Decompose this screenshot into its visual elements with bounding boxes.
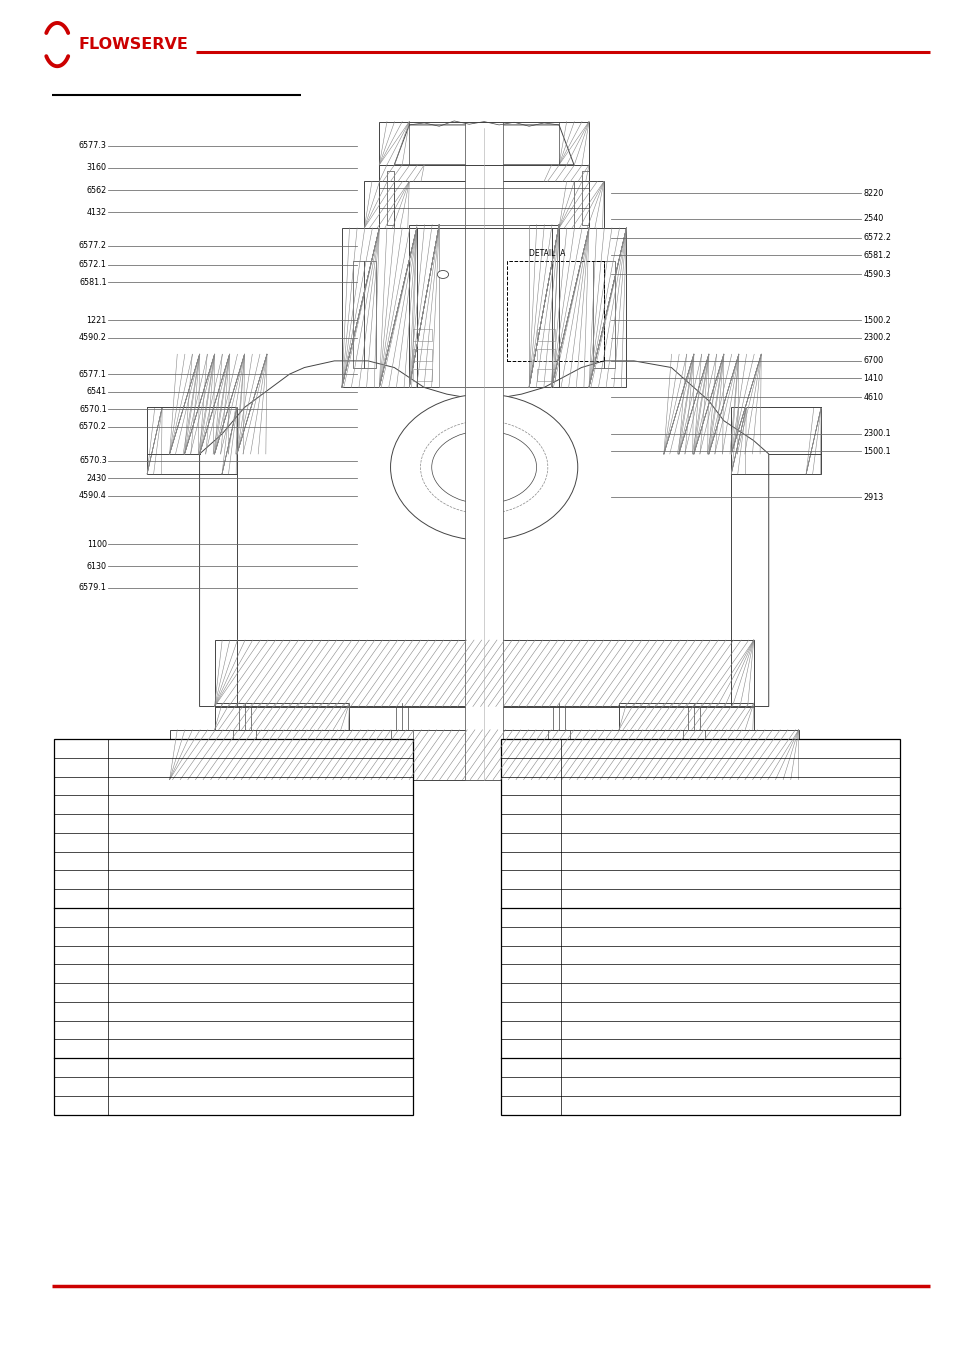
Text: FLOWSERVE: FLOWSERVE [78, 36, 188, 53]
Text: 4590.2: 4590.2 [79, 334, 107, 342]
Ellipse shape [432, 431, 536, 504]
Text: 6562: 6562 [87, 186, 107, 195]
Text: 2300.1: 2300.1 [862, 430, 890, 438]
Bar [353, 261, 364, 367]
Bar [233, 730, 255, 780]
Bar [731, 408, 821, 474]
Bar [553, 703, 564, 730]
Text: 1500.1: 1500.1 [862, 447, 890, 455]
Bar [506, 261, 603, 361]
Bar [379, 122, 588, 165]
Text: 6577.1: 6577.1 [79, 370, 107, 378]
Bar [147, 408, 236, 474]
Bar [536, 349, 555, 361]
Bar [214, 640, 753, 707]
Text: 4610: 4610 [862, 393, 882, 401]
Text: 6541: 6541 [87, 388, 107, 396]
Text: 8220: 8220 [862, 189, 882, 197]
Bar [54, 739, 413, 1115]
Text: 1221: 1221 [87, 316, 107, 324]
Text: 1500.2: 1500.2 [862, 316, 890, 324]
Ellipse shape [436, 270, 448, 278]
Bar [390, 730, 413, 780]
Text: 6581.1: 6581.1 [79, 278, 107, 286]
Text: 6130: 6130 [87, 562, 107, 570]
Text: 6581.2: 6581.2 [862, 251, 890, 259]
Bar [465, 122, 502, 780]
Bar [413, 369, 432, 381]
Text: 4590.3: 4590.3 [862, 270, 890, 278]
Ellipse shape [390, 394, 578, 540]
Text: 3160: 3160 [87, 163, 107, 172]
Bar [364, 261, 375, 367]
Bar [500, 739, 899, 1115]
Text: 2430: 2430 [87, 474, 107, 482]
Bar [682, 730, 704, 780]
Text: 6570.1: 6570.1 [79, 405, 107, 413]
Bar [386, 172, 394, 224]
Text: 6570.3: 6570.3 [79, 457, 107, 465]
Bar [592, 261, 603, 367]
Bar [536, 330, 555, 340]
Polygon shape [199, 361, 768, 707]
Text: 4590.4: 4590.4 [79, 492, 107, 500]
Text: 6577.3: 6577.3 [79, 142, 107, 150]
Text: 6570.2: 6570.2 [79, 423, 107, 431]
Bar [238, 703, 251, 730]
Bar [214, 703, 349, 730]
Bar [394, 181, 574, 228]
Polygon shape [394, 124, 574, 165]
Text: DETAIL  A: DETAIL A [529, 249, 565, 258]
Text: 6577.2: 6577.2 [79, 242, 107, 250]
Text: 2300.2: 2300.2 [862, 334, 890, 342]
Bar [547, 730, 570, 780]
Text: 1410: 1410 [862, 374, 882, 382]
Bar [379, 165, 588, 181]
Bar [364, 181, 603, 228]
Text: 4132: 4132 [87, 208, 107, 216]
Bar [581, 172, 588, 224]
Bar [536, 369, 555, 381]
Text: 6700: 6700 [862, 357, 882, 365]
Bar [551, 228, 626, 388]
Bar [603, 261, 615, 367]
Text: 6572.1: 6572.1 [79, 261, 107, 269]
Text: 6579.1: 6579.1 [79, 584, 107, 592]
Bar [395, 703, 407, 730]
Text: 2913: 2913 [862, 493, 882, 501]
Bar [618, 703, 753, 730]
Bar [687, 703, 700, 730]
Bar [438, 224, 529, 388]
Bar [341, 228, 416, 388]
Bar [413, 330, 432, 340]
Text: 6572.2: 6572.2 [862, 234, 890, 242]
Bar [170, 730, 798, 780]
Bar [413, 349, 432, 361]
Bar [409, 224, 558, 388]
Text: 2540: 2540 [862, 215, 882, 223]
Text: 1100: 1100 [87, 540, 107, 549]
Bar [379, 165, 588, 228]
